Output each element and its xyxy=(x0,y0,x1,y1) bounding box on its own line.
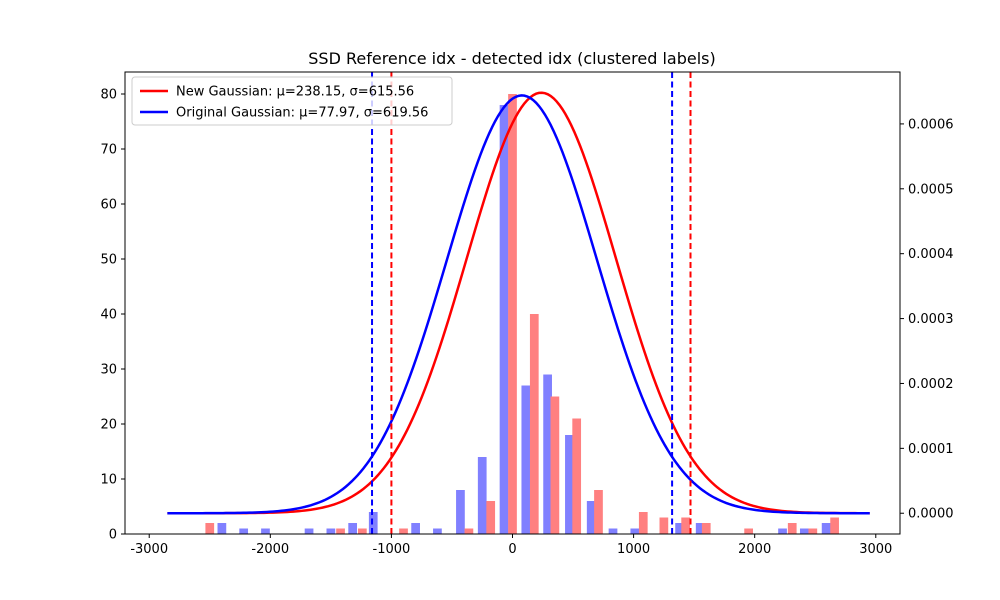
bar-series-0-18 xyxy=(675,523,684,534)
bar-series-1-4 xyxy=(464,528,474,534)
bar-series-1-13 xyxy=(681,517,691,534)
bar-series-0-14 xyxy=(565,435,574,534)
y-tick-label-1: 10 xyxy=(100,473,117,488)
y-tick-label-3: 30 xyxy=(100,363,117,378)
bar-series-0-6 xyxy=(368,512,378,534)
axes: -3000 -2000 -1000 0 1000 2000 3000 0 10 20 30 40 50 6… xyxy=(100,71,954,557)
bar-series-0-7 xyxy=(411,523,420,534)
bar-series-1-9 xyxy=(572,418,582,534)
y-tick-label-4: 40 xyxy=(100,308,117,323)
gaussian-curve-3 xyxy=(167,94,870,515)
y-tick-label-2: 20 xyxy=(100,418,117,433)
x-tick-label-3: 0 xyxy=(508,542,516,557)
y-tick-label-6: 60 xyxy=(100,198,117,213)
legend-label-original-gaussian: Original Gaussian: μ=77.97, σ=619.56 xyxy=(176,106,428,121)
y2-tick-label-6: 0.0006 xyxy=(908,117,954,132)
y2-tick-label-4: 0.0004 xyxy=(908,247,954,262)
y2-tick-label-0: 0.0000 xyxy=(908,507,954,522)
legend-label-new-gaussian: New Gaussian: μ=238.15, σ=615.56 xyxy=(176,85,414,100)
bar-series-0-2 xyxy=(261,528,270,534)
bar-series-1-5 xyxy=(486,501,496,534)
bar-series-0-5 xyxy=(348,523,358,534)
y-tick-label-5: 50 xyxy=(100,253,117,268)
x-tick-label-1: -2000 xyxy=(251,542,289,557)
bar-series-1-17 xyxy=(808,528,818,534)
bar-series-0-22 xyxy=(821,523,831,534)
bar-series-1-11 xyxy=(638,512,648,534)
bar-series-1-2 xyxy=(357,528,367,534)
plot-area xyxy=(167,72,870,534)
bar-series-0-19 xyxy=(695,523,705,534)
bar-series-1-7 xyxy=(529,314,539,534)
x-tick-label-2: -1000 xyxy=(373,542,411,557)
y2-tick-label-3: 0.0003 xyxy=(908,312,954,327)
y-tick-label-7: 70 xyxy=(100,143,117,158)
bar-series-0-8 xyxy=(433,528,442,534)
x-tick-label-0: -3000 xyxy=(130,542,168,557)
bar-series-0-17 xyxy=(630,528,640,534)
bar-series-0-21 xyxy=(799,528,809,534)
x-tick-label-6: 3000 xyxy=(859,542,892,557)
bar-series-1-12 xyxy=(659,517,669,534)
bar-series-0-20 xyxy=(778,528,787,534)
y-tick-label-0: 0 xyxy=(109,528,117,543)
bar-series-0-9 xyxy=(456,490,465,534)
bar-series-0-15 xyxy=(586,501,596,534)
y2-tick-label-5: 0.0005 xyxy=(908,182,954,197)
bar-series-1-18 xyxy=(830,517,839,534)
bar-series-0-1 xyxy=(239,528,249,534)
bar-series-1-0 xyxy=(205,523,215,534)
bar-series-0-12 xyxy=(521,385,531,534)
bar-series-1-15 xyxy=(744,528,753,534)
y-tick-label-8: 80 xyxy=(100,88,117,103)
bar-series-0-10 xyxy=(477,457,487,534)
bar-series-1-1 xyxy=(336,528,345,534)
y2-tick-label-2: 0.0002 xyxy=(908,377,954,392)
x-tick-label-5: 2000 xyxy=(738,542,771,557)
bar-series-1-16 xyxy=(787,523,797,534)
bar-series-1-14 xyxy=(701,523,711,534)
legend: New Gaussian: μ=238.15, σ=615.56 Origina… xyxy=(131,76,453,126)
bar-series-0-11 xyxy=(499,105,509,534)
bar-series-0-4 xyxy=(326,528,336,534)
bar-series-0-0 xyxy=(217,523,227,534)
bar-series-1-6 xyxy=(508,94,517,534)
bar-series-0-13 xyxy=(543,374,552,534)
bar-series-1-8 xyxy=(550,396,560,534)
bar-series-1-10 xyxy=(594,490,603,534)
bar-series-0-3 xyxy=(304,528,314,534)
chart-title: SSD Reference idx - detected idx (cluste… xyxy=(308,49,715,68)
legend-box xyxy=(131,76,453,126)
y2-tick-label-1: 0.0001 xyxy=(908,442,954,457)
bar-series-1-3 xyxy=(399,528,408,534)
gaussian-curve-2 xyxy=(167,91,870,515)
bar-series-0-16 xyxy=(608,528,618,534)
x-tick-label-4: 1000 xyxy=(617,542,650,557)
